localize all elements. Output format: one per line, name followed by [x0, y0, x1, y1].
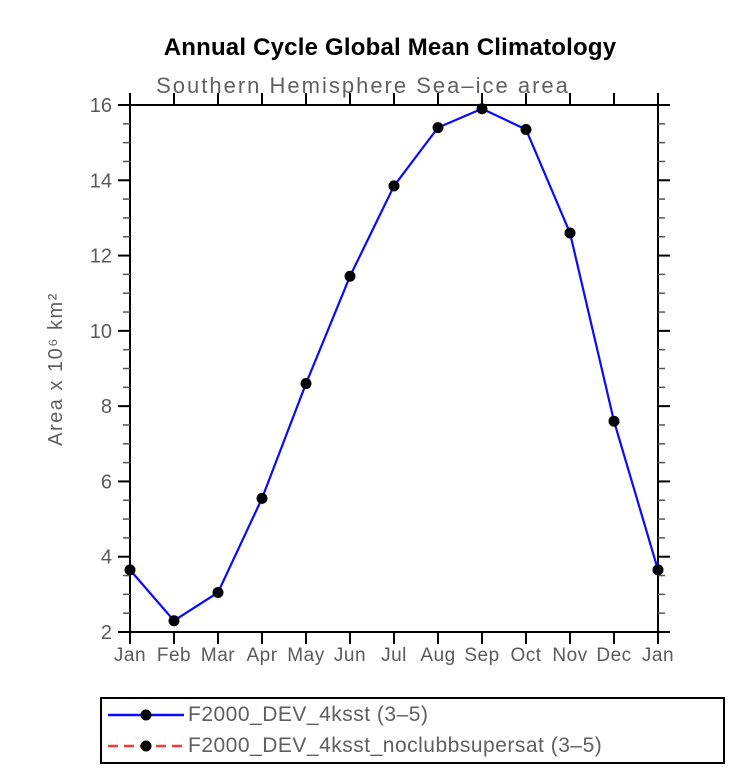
data-point-marker [564, 227, 576, 239]
legend-label-f2000-dev-4ksst: F2000_DEV_4ksst (3–5) [188, 703, 429, 727]
x-tick-label: May [287, 645, 324, 666]
data-point-marker [652, 564, 664, 576]
data-point-marker [344, 270, 356, 282]
legend-sample-solid-line [108, 709, 184, 721]
legend-entry-f2000-dev-4ksst: F2000_DEV_4ksst (3–5) [105, 701, 723, 729]
y-tick-label: 16 [90, 95, 112, 117]
data-point-marker [124, 564, 136, 576]
data-point-marker [256, 492, 268, 504]
data-point-marker [476, 103, 488, 115]
data-point-marker [168, 615, 180, 627]
y-tick-label: 12 [90, 246, 112, 268]
data-point-marker [212, 586, 224, 598]
legend-sample-dashed-line [108, 740, 184, 752]
data-point-marker [520, 123, 532, 135]
x-tick-label: Jan [114, 645, 146, 666]
legend-box: F2000_DEV_4ksst (3–5) F2000_DEV_4ksst_no… [100, 697, 725, 764]
data-point-marker [388, 180, 400, 192]
y-tick-label: 4 [101, 547, 112, 569]
x-tick-label: Aug [420, 645, 455, 666]
legend-label-f2000-dev-4ksst-noclubbsupersat: F2000_DEV_4ksst_noclubbsupersat (3–5) [188, 733, 603, 757]
data-point-marker [432, 122, 444, 134]
y-tick-label: 14 [90, 170, 112, 192]
x-tick-label: Apr [246, 645, 277, 666]
x-tick-label: Jun [334, 645, 366, 666]
chart-canvas: 2 4 6 8 10 12 14 16 Jan Feb Mar Apr May Jun Jul Aug Sep O… [90, 93, 674, 666]
x-tick-label: Mar [201, 645, 235, 666]
legend-marker-dot-icon [140, 740, 152, 752]
y-tick-label: 6 [101, 471, 112, 493]
x-tick-label: Nov [552, 645, 587, 666]
chart-title: Annual Cycle Global Mean Climatology [163, 34, 617, 62]
data-point-marker [608, 415, 620, 427]
x-tick-label: Sep [464, 645, 499, 666]
legend-entry-f2000-dev-4ksst-noclubbsupersat: F2000_DEV_4ksst_noclubbsupersat (3–5) [105, 732, 723, 760]
x-tick-label: Jul [381, 645, 407, 666]
legend-marker-dot-icon [140, 709, 152, 721]
x-tick-label: Oct [510, 645, 541, 666]
y-tick-label: 10 [90, 321, 112, 343]
y-axis-label: Area x 10⁶ km² [45, 292, 67, 446]
y-tick-label: 2 [101, 622, 112, 644]
x-tick-label: Feb [157, 645, 191, 666]
y-tick-label: 8 [101, 396, 112, 418]
x-tick-label: Jan [642, 645, 674, 666]
x-tick-label: Dec [596, 645, 631, 666]
chart-subtitle: Southern Hemisphere Sea–ice area [156, 73, 570, 99]
data-point-marker [300, 378, 312, 390]
